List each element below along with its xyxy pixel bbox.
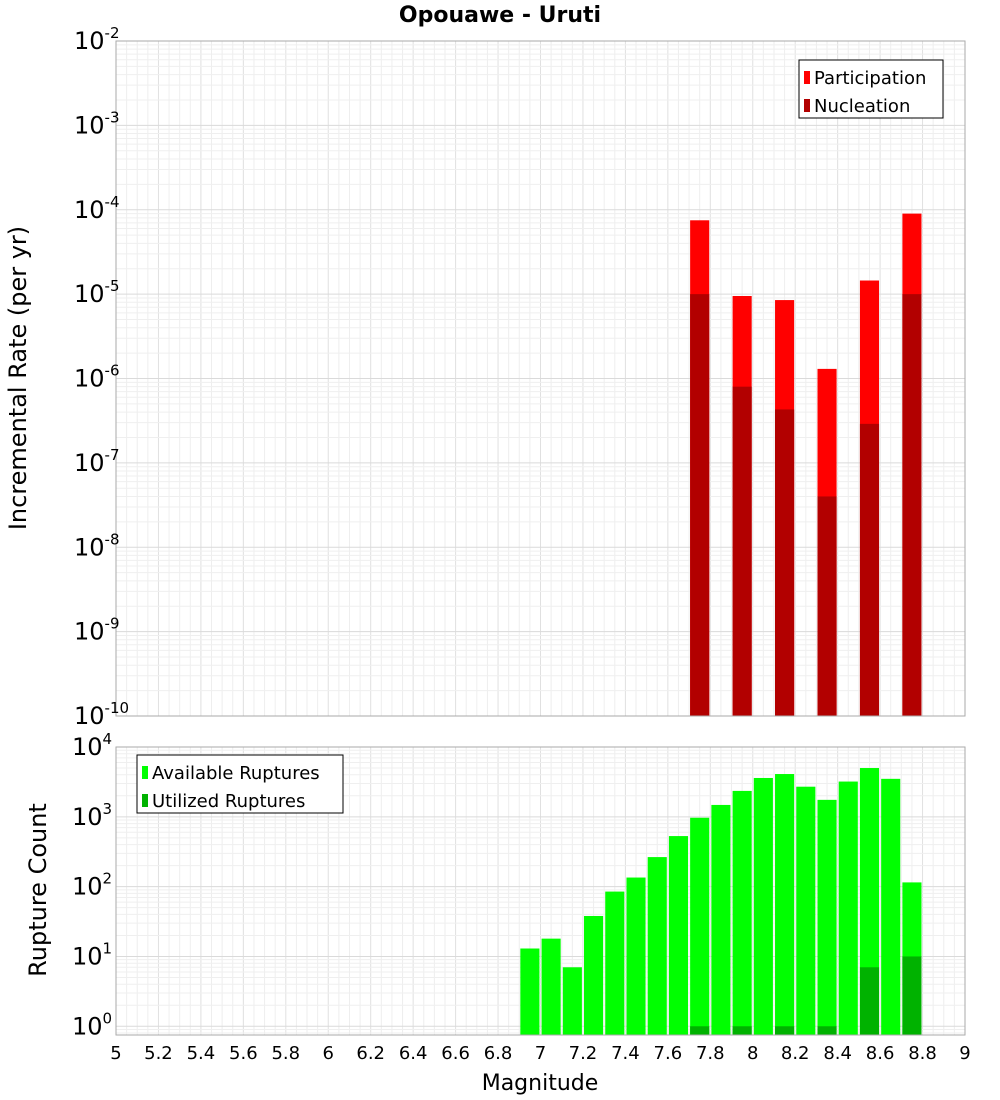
- top-y-tick-label: 10-7: [74, 446, 120, 477]
- x-tick-label: 7.6: [654, 1043, 683, 1064]
- bottom-bar-primary: [626, 877, 646, 1035]
- bottom-plot-frame: [115, 746, 966, 1036]
- bottom-bar-secondary: [732, 1026, 752, 1035]
- bottom-y-axis-label: Rupture Count: [24, 803, 52, 977]
- top-bar-secondary: [775, 409, 795, 716]
- top-bars: [690, 213, 922, 717]
- x-tick-label: 5.8: [271, 1043, 300, 1064]
- x-tick-label: 9: [959, 1043, 970, 1064]
- x-tick-label: 8.4: [823, 1043, 852, 1064]
- x-tick-label: 6: [323, 1043, 334, 1064]
- x-tick-label: 7.8: [696, 1043, 725, 1064]
- top-legend-label: Participation: [814, 68, 926, 89]
- bottom-bar-primary: [838, 781, 858, 1035]
- bottom-y-tick-label: 101: [72, 939, 112, 970]
- top-legend-label: Nucleation: [814, 96, 910, 117]
- x-tick-label: 7.4: [611, 1043, 640, 1064]
- x-tick-label: 7: [535, 1043, 546, 1064]
- bottom-bar-secondary: [902, 956, 922, 1035]
- bottom-y-tick-label: 104: [72, 730, 112, 761]
- x-tick-label: 6.4: [399, 1043, 428, 1064]
- bottom-y-tick-label: 103: [72, 800, 112, 831]
- bottom-bar-primary: [881, 778, 901, 1035]
- top-legend-box: [798, 59, 944, 119]
- chart-title: Opouawe - Uruti: [399, 3, 601, 28]
- bottom-y-tick-label: 102: [72, 870, 112, 901]
- bottom-bar-primary: [711, 804, 731, 1035]
- top-bar-secondary: [902, 294, 922, 716]
- top-gridlines: [115, 41, 966, 717]
- top-bar-secondary: [690, 294, 710, 716]
- x-tick-label: 6.2: [356, 1043, 385, 1064]
- top-y-tick-label: 10-9: [74, 615, 120, 646]
- top-plot-frame: [115, 40, 966, 717]
- bottom-bar-secondary: [817, 1026, 837, 1035]
- bottom-y-tick-label: 100: [72, 1009, 112, 1040]
- top-y-tick-label: 10-10: [74, 699, 129, 730]
- top-bar-secondary: [817, 496, 837, 716]
- top-y-tick-label: 10-5: [74, 277, 120, 308]
- top-legend-swatch: [804, 99, 810, 112]
- bottom-bar-primary: [647, 857, 667, 1035]
- bottom-bar-primary: [775, 774, 795, 1035]
- bottom-bar-primary: [584, 915, 604, 1035]
- top-y-tick-label: 10-3: [74, 108, 120, 139]
- bottom-legend-swatch: [142, 794, 148, 807]
- x-tick-label: 8.8: [908, 1043, 937, 1064]
- bottom-bars: [520, 768, 922, 1035]
- bottom-legend-label: Utilized Ruptures: [152, 791, 305, 812]
- bottom-bar-primary: [562, 967, 582, 1035]
- x-tick-label: 8.6: [866, 1043, 895, 1064]
- top-y-axis-label: Incremental Rate (per yr): [4, 226, 32, 530]
- bottom-bar-primary: [520, 948, 540, 1035]
- x-tick-label: 8: [747, 1043, 758, 1064]
- bottom-legend-label: Available Ruptures: [152, 763, 320, 784]
- x-tick-label: 5.2: [144, 1043, 173, 1064]
- x-tick-label: 8.2: [781, 1043, 810, 1064]
- bottom-bar-primary: [817, 799, 837, 1035]
- x-axis-label: Magnitude: [482, 1071, 599, 1096]
- bottom-bar-primary: [796, 786, 816, 1035]
- bottom-bar-secondary: [690, 1026, 710, 1035]
- top-y-tick-label: 10-4: [74, 193, 120, 224]
- bottom-legend-box: [136, 754, 344, 814]
- top-bar-secondary: [859, 423, 880, 716]
- x-tick-label: 5.6: [229, 1043, 258, 1064]
- top-y-tick-label: 10-2: [74, 24, 120, 55]
- top-y-tick-label: 10-8: [74, 530, 120, 561]
- bottom-bar-primary: [732, 790, 752, 1035]
- top-legend-swatch: [804, 71, 810, 84]
- x-tick-label: 5.4: [187, 1043, 216, 1064]
- x-tick-label: 6.8: [484, 1043, 513, 1064]
- bottom-legend-swatch: [142, 766, 148, 779]
- x-tick-label: 7.2: [569, 1043, 598, 1064]
- bottom-bar-secondary: [859, 967, 880, 1035]
- bottom-bar-primary: [541, 938, 561, 1035]
- bottom-legend: Available Ruptures Utilized Ruptures: [136, 754, 344, 814]
- bottom-bar-primary: [753, 777, 773, 1035]
- bottom-bar-primary: [690, 817, 710, 1035]
- x-tick-label: 5: [110, 1043, 121, 1064]
- bottom-bar-primary: [668, 836, 689, 1035]
- bottom-bar-secondary: [775, 1026, 795, 1035]
- top-legend: Participation Nucleation: [798, 59, 944, 119]
- top-bar-secondary: [732, 386, 752, 716]
- top-y-tick-label: 10-6: [74, 362, 120, 393]
- bottom-bar-primary: [605, 891, 625, 1035]
- x-tick-label: 6.6: [441, 1043, 470, 1064]
